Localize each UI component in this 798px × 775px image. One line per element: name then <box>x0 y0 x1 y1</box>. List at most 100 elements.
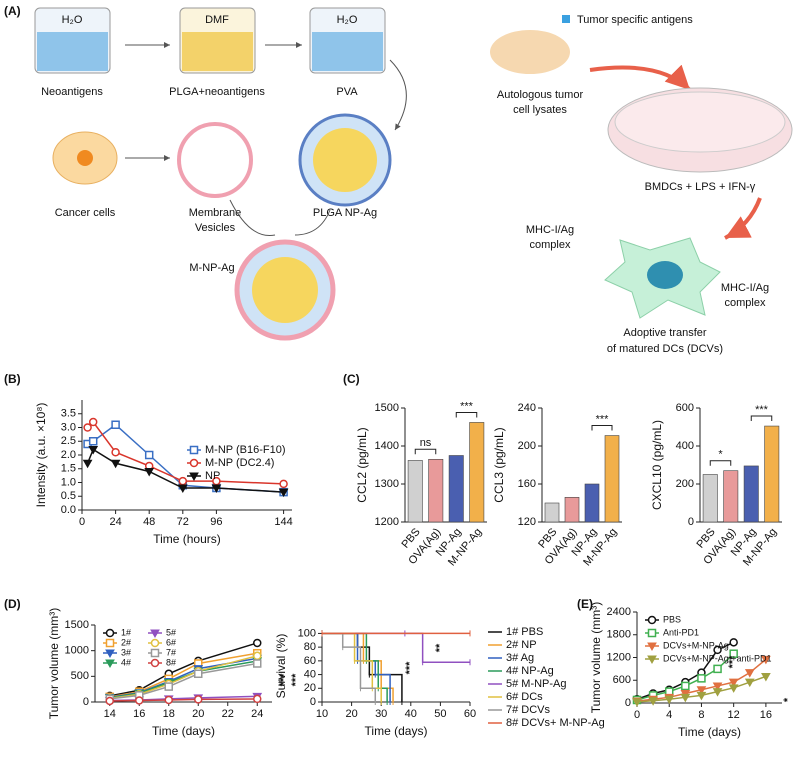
x-axis-label: Time (hours) <box>153 532 221 546</box>
marker <box>647 628 657 638</box>
vesicle <box>177 122 253 198</box>
y-axis-label: CXCL10 (pg/mL) <box>650 420 664 510</box>
marker <box>105 638 115 648</box>
label: Autologous tumor <box>497 89 584 101</box>
label: Vesicles <box>195 222 236 234</box>
legend-label: 7# <box>166 647 176 657</box>
core <box>313 128 377 192</box>
marker <box>744 678 755 688</box>
marker <box>761 672 771 682</box>
liquid <box>182 32 253 71</box>
marker <box>178 476 188 486</box>
y-tick-label: 2.0 <box>61 449 76 461</box>
marker <box>194 669 203 679</box>
marker <box>111 448 120 457</box>
marker <box>664 695 675 705</box>
legend-label: 3# Ag <box>506 652 534 664</box>
x-tick-label: 50 <box>434 708 446 720</box>
y-tick-label: 3.0 <box>61 421 76 433</box>
marker <box>189 472 199 482</box>
marker <box>88 417 98 427</box>
bar <box>702 474 718 523</box>
marker <box>728 678 739 688</box>
arrow <box>724 197 762 240</box>
marker <box>712 688 723 697</box>
bracket <box>709 460 732 466</box>
legend-label: Anti-PD1 <box>663 627 699 637</box>
label: complex <box>725 297 766 309</box>
label: BMDCs + LPS + IFN-γ <box>645 181 756 193</box>
label: M-NP-Ag <box>189 262 234 274</box>
legend-label: 2# NP <box>506 639 537 651</box>
y-tick-label: 1.0 <box>61 476 76 488</box>
marker <box>144 468 155 477</box>
y-axis-label: CCL3 (pg/mL) <box>492 427 506 502</box>
bar <box>448 455 464 523</box>
y-tick-label: 160 <box>518 478 536 490</box>
marker <box>761 655 771 665</box>
x-tick-label: 4 <box>666 709 672 721</box>
beaker-label: DMF <box>205 14 229 26</box>
annotation: ns <box>420 437 432 449</box>
marker <box>164 682 173 691</box>
marker <box>713 664 722 674</box>
marker <box>279 479 288 489</box>
bar <box>743 465 759 523</box>
marker <box>253 651 262 661</box>
annotation: *** <box>596 413 610 425</box>
y-tick-label: 80 <box>304 641 316 653</box>
antigen-icon <box>562 15 570 23</box>
legend-label: PBS <box>663 614 681 624</box>
y-tick-label: 1200 <box>607 651 631 663</box>
marker <box>150 638 160 648</box>
y-axis-label: Tumor volume (mm³) <box>589 602 603 714</box>
x-tick-label: 48 <box>143 516 155 528</box>
label: MHC-I/Ag <box>526 224 574 236</box>
marker <box>105 649 115 659</box>
survival-line <box>322 632 391 702</box>
series-line <box>109 642 258 697</box>
y-tick-label: 1200 <box>375 516 399 528</box>
diagram: (A) H₂O DMF H₂O Neoantigens PLGA+neoanti… <box>4 4 793 355</box>
bar <box>764 425 780 523</box>
y-tick-label: 1000 <box>65 645 89 657</box>
marker <box>647 655 657 665</box>
label: Membrane <box>189 207 242 219</box>
marker <box>253 694 262 704</box>
y-tick-label: 400 <box>676 440 694 452</box>
y-tick-label: 1800 <box>607 629 631 641</box>
marker <box>697 674 706 683</box>
series-line <box>109 698 258 702</box>
label: PLGA+neoantigens <box>169 86 265 98</box>
marker <box>253 638 262 648</box>
marker <box>680 693 691 703</box>
legend-label: 8# DCVs+ M-NP-Ag <box>506 717 605 729</box>
marker <box>105 628 115 638</box>
bar <box>604 435 620 523</box>
y-tick-label: 100 <box>298 627 316 639</box>
y-tick-label: 1.5 <box>61 463 76 475</box>
y-tick-label: 240 <box>518 402 536 414</box>
marker <box>189 458 199 468</box>
panel-label: (C) <box>343 372 360 386</box>
marker <box>729 638 738 647</box>
bracket <box>750 415 773 422</box>
x-tick-label: 12 <box>728 709 740 721</box>
core <box>252 257 318 323</box>
legend-label: M-NP (DC2.4) <box>205 457 274 469</box>
y-axis-label: Tumor volume (mm³) <box>47 608 61 720</box>
x-tick-label: 10 <box>316 708 328 720</box>
marker <box>189 445 199 455</box>
label: complex <box>530 239 571 251</box>
label: PLGA NP-Ag <box>313 207 377 219</box>
annotation: *** <box>290 673 302 687</box>
annotation: * <box>782 697 794 702</box>
arrow <box>389 59 407 131</box>
legend-label: 5# <box>166 627 176 637</box>
x-tick-label: 72 <box>177 516 189 528</box>
survival-line <box>322 632 377 702</box>
y-tick-label: 20 <box>304 682 316 694</box>
bar <box>544 502 560 523</box>
y-tick-label: 1500 <box>65 619 89 631</box>
